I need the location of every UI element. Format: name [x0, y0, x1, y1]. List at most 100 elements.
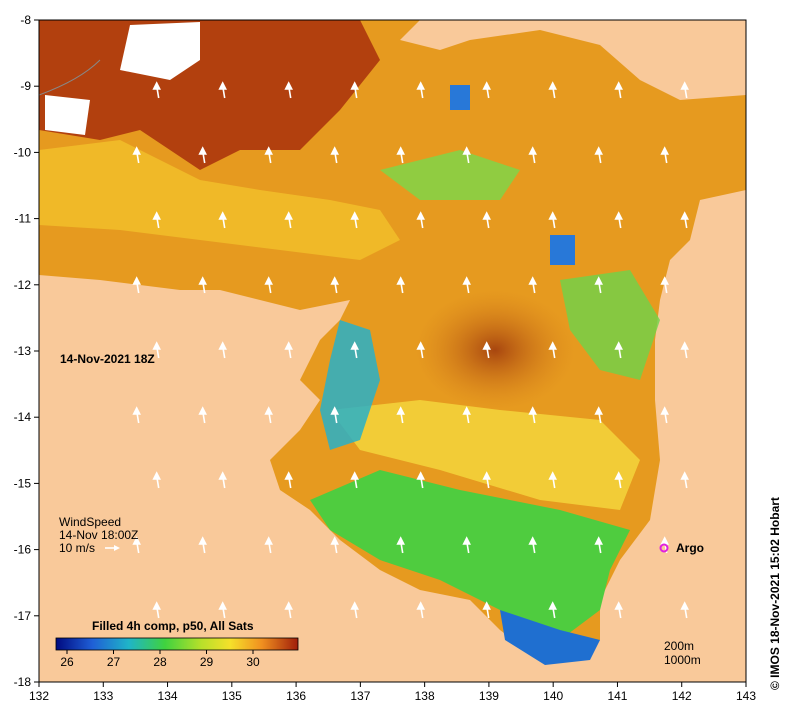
y-tick-label: -17 — [14, 609, 32, 623]
wind-arrow-head — [680, 471, 689, 480]
x-tick-label: 139 — [479, 689, 499, 703]
wind-arrow-head — [218, 471, 227, 480]
wind-legend-scale: 10 m/s — [59, 541, 95, 555]
wind-arrow-head — [350, 601, 359, 610]
wind-arrow-head — [396, 536, 405, 545]
wind-arrow-head — [660, 276, 669, 285]
wind-arrow-head — [614, 601, 623, 610]
wind-arrow-head — [284, 471, 293, 480]
wind-arrow-head — [482, 211, 491, 220]
wind-arrow-head — [548, 601, 557, 610]
wind-legend-time: 14-Nov 18:00Z — [59, 528, 138, 542]
wind-arrow-head — [350, 211, 359, 220]
wind-arrow-head — [482, 471, 491, 480]
wind-arrow-head — [284, 341, 293, 350]
wind-arrow-head — [680, 601, 689, 610]
wind-arrow-head — [482, 81, 491, 90]
south-cold-edge — [500, 610, 600, 665]
colorbar-tick-label: 29 — [200, 655, 214, 669]
wind-arrow-head — [330, 276, 339, 285]
wind-arrow-head — [132, 406, 141, 415]
wind-arrow-head — [132, 536, 141, 545]
wind-arrow-head — [198, 536, 207, 545]
colorbar-tick-label: 26 — [60, 655, 74, 669]
x-tick-label: 137 — [350, 689, 370, 703]
wind-arrow-head — [132, 146, 141, 155]
wind-arrow-head — [198, 276, 207, 285]
wind-arrow-head — [330, 406, 339, 415]
wind-arrow-head — [614, 341, 623, 350]
central-hotspot — [415, 290, 575, 410]
wind-scale-arrow-icon — [105, 545, 120, 551]
wind-arrow-head — [198, 146, 207, 155]
wind-arrow-head — [482, 601, 491, 610]
wind-arrow-head — [264, 406, 273, 415]
y-tick-label: -8 — [20, 13, 31, 27]
y-tick-label: -15 — [14, 476, 32, 490]
blue-spot — [550, 235, 575, 265]
wind-arrow-head — [680, 341, 689, 350]
wind-arrow-head — [264, 276, 273, 285]
wind-arrow-head — [482, 341, 491, 350]
wind-arrow-head — [350, 341, 359, 350]
argo-label: Argo — [676, 541, 704, 555]
mid-gulf-yellow — [330, 400, 640, 510]
wind-arrow-head — [284, 81, 293, 90]
wind-arrow-head — [218, 211, 227, 220]
wind-arrow-head — [152, 471, 161, 480]
wind-arrow-head — [594, 276, 603, 285]
wind-arrow-head — [218, 341, 227, 350]
wind-arrow-head — [548, 81, 557, 90]
wind-arrow-head — [152, 341, 161, 350]
southern-green — [310, 470, 630, 640]
wind-arrow-head — [548, 341, 557, 350]
wind-arrow-head — [680, 211, 689, 220]
wind-vectors — [132, 81, 689, 619]
wind-arrow-head — [198, 406, 207, 415]
wind-arrow-head — [462, 406, 471, 415]
wind-arrow-head — [462, 536, 471, 545]
x-tick-label: 142 — [672, 689, 692, 703]
x-tick-label: 136 — [286, 689, 306, 703]
wind-arrow-head — [218, 601, 227, 610]
x-tick-label: 133 — [93, 689, 113, 703]
colorbar-tick-label: 27 — [107, 655, 121, 669]
wind-arrow-head — [594, 146, 603, 155]
wind-arrow-head — [528, 536, 537, 545]
colorbar-title: Filled 4h comp, p50, All Sats — [92, 619, 254, 633]
wind-arrow-head — [396, 406, 405, 415]
wind-arrow-head — [548, 471, 557, 480]
wind-arrow-head — [264, 536, 273, 545]
colorbar-tick-label: 30 — [246, 655, 260, 669]
cloud-gap — [120, 22, 200, 80]
wind-arrow-head — [660, 146, 669, 155]
wind-arrow-head — [284, 211, 293, 220]
wind-arrow-head — [416, 601, 425, 610]
wind-arrow-head — [152, 211, 161, 220]
wind-arrow-head — [614, 471, 623, 480]
contour-200m-label: 200m — [664, 639, 694, 653]
wind-arrow-head — [594, 536, 603, 545]
wind-arrow-head — [660, 406, 669, 415]
contour-line — [39, 59, 101, 96]
wind-arrow-head — [264, 146, 273, 155]
y-axis: -8 -9 -10 -11 -12 -13 -14 -15 -16 -17 -18 — [14, 13, 39, 689]
x-tick-label: 141 — [607, 689, 627, 703]
x-tick-label: 134 — [158, 689, 178, 703]
colorbar-tick-label: 28 — [153, 655, 167, 669]
wind-arrow-head — [350, 471, 359, 480]
y-tick-label: -13 — [14, 344, 32, 358]
y-tick-label: -16 — [14, 543, 32, 557]
wind-arrow-head — [218, 81, 227, 90]
argo-float-icon[interactable] — [659, 543, 669, 553]
wind-arrow-head — [330, 536, 339, 545]
cloud-gap — [45, 95, 90, 135]
colorbar — [55, 637, 299, 651]
wind-arrow-head — [462, 146, 471, 155]
wind-arrow-head — [614, 81, 623, 90]
colorbar-ticks: 26 27 28 29 30 — [60, 650, 260, 669]
wind-arrow-head — [528, 276, 537, 285]
warm-band — [39, 140, 400, 260]
wind-arrow-head — [614, 211, 623, 220]
y-tick-label: -12 — [14, 278, 32, 292]
